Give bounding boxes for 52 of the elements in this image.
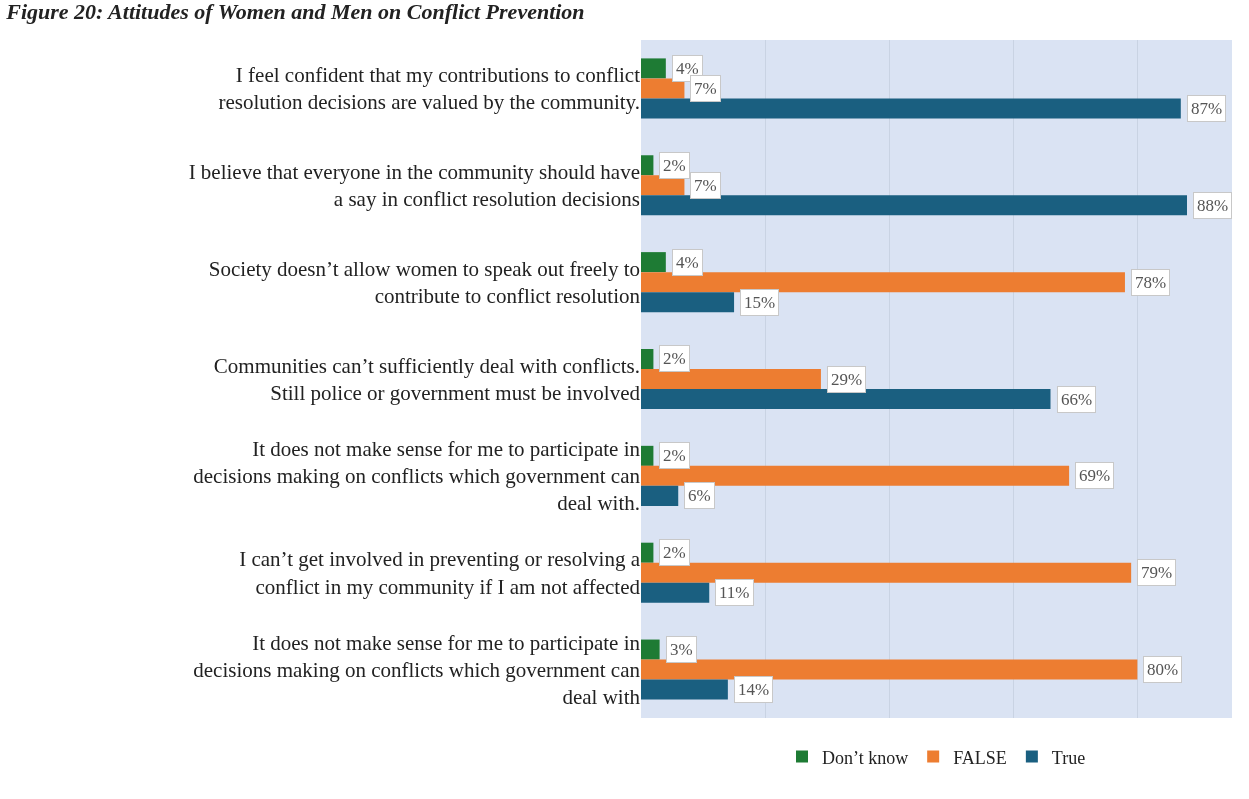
data-label: 14%	[738, 680, 770, 699]
bar	[641, 445, 654, 466]
data-label: 2%	[663, 446, 686, 465]
bar	[641, 195, 1187, 216]
data-label: 80%	[1147, 660, 1179, 679]
legend-label: FALSE	[953, 747, 1007, 768]
data-label: 79%	[1141, 563, 1173, 582]
data-label: 2%	[663, 543, 686, 562]
bar	[641, 639, 660, 660]
legend-label: True	[1051, 747, 1086, 768]
data-label: 6%	[688, 486, 711, 505]
bar	[641, 582, 710, 603]
bar	[641, 485, 679, 506]
bar	[641, 348, 654, 369]
bar	[641, 465, 1070, 486]
data-label: 29%	[831, 370, 863, 389]
y-tick-label: I believe that everyone in the community should have a say in conflict resolution decisions	[188, 159, 640, 212]
bar	[641, 389, 1051, 410]
y-tick-label: Communities can’t sufficiently deal with conflicts. Still police or government must be involved	[213, 353, 641, 405]
bar	[641, 155, 654, 176]
bar	[641, 98, 1181, 119]
data-label: 15%	[744, 293, 776, 312]
bar	[641, 252, 666, 273]
bar	[641, 659, 1138, 680]
bar	[641, 679, 728, 700]
data-label: 66%	[1061, 390, 1093, 409]
data-label: 11%	[719, 583, 750, 602]
bar	[641, 292, 735, 313]
y-tick-label: It does not make sense for me to participate in decisions making on conflicts which government can deal with	[193, 630, 641, 710]
text: Figure 20: Attitudes of Women and Men on Conflict Prevention	[5, 0, 585, 25]
data-label: 2%	[663, 349, 686, 368]
bar	[641, 368, 821, 390]
bar	[641, 562, 1132, 583]
bar	[641, 542, 654, 563]
y-tick-label: Society doesn’t allow women to speak out freely to contribute to conflict resolution	[208, 256, 641, 309]
data-label: 4%	[676, 253, 699, 272]
data-label: 87%	[1191, 99, 1223, 118]
data-label: 7%	[694, 79, 717, 98]
y-tick-label: I can’t get involved in preventing or resolving a conflict in my community if I am not affected	[239, 547, 641, 599]
legend-label: Don’t know	[822, 747, 909, 768]
bar	[641, 58, 666, 79]
data-label: 88%	[1197, 196, 1229, 215]
data-label: 3%	[670, 640, 693, 659]
y-tick-label: It does not make sense for me to participate in decisions making on conflicts which government can deal with.	[193, 436, 641, 516]
bar	[641, 272, 1125, 293]
data-label: 4%	[676, 59, 699, 78]
data-label: 78%	[1135, 273, 1167, 292]
bar	[641, 78, 685, 99]
y-tick-label: I feel confident that my contributions to conflict resolution decisions are valued by the community.	[218, 63, 641, 115]
data-label: 7%	[694, 176, 717, 195]
data-label: 69%	[1079, 466, 1111, 485]
data-label: 2%	[663, 156, 686, 175]
